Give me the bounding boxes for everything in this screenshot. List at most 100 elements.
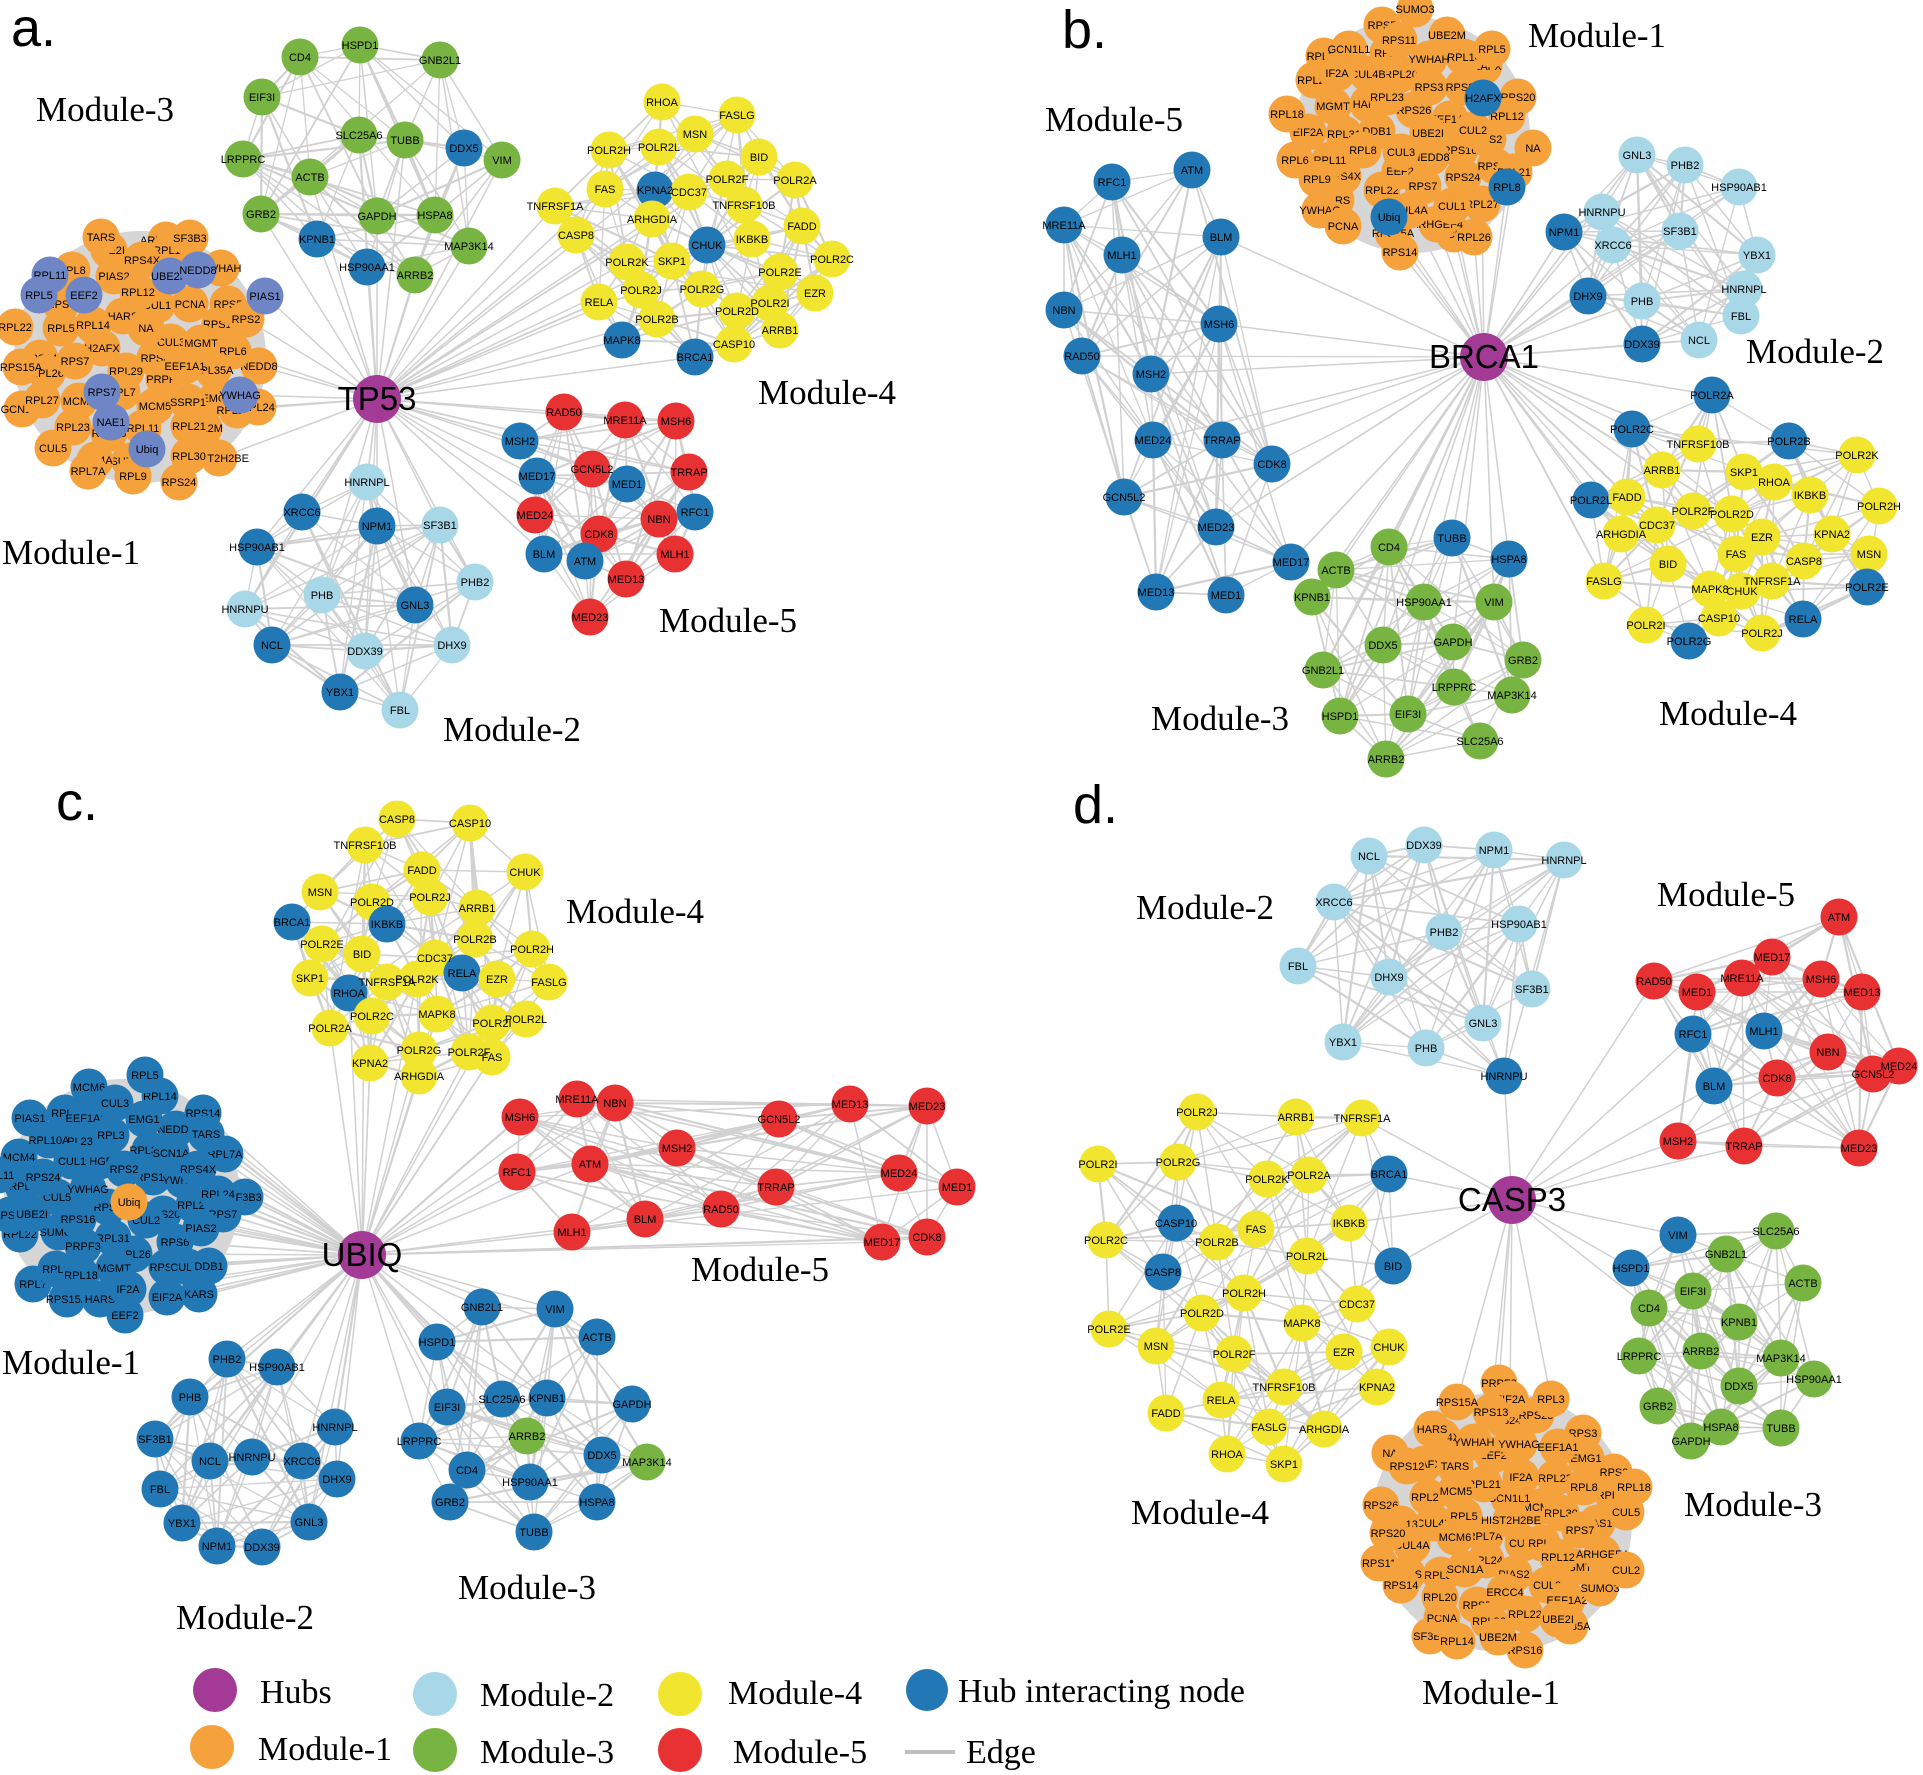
- svg-text:IKBKB: IKBKB: [371, 919, 403, 931]
- svg-text:MRE11A: MRE11A: [1042, 220, 1086, 232]
- svg-text:DHX9: DHX9: [322, 1474, 351, 1486]
- svg-text:SF3B1: SF3B1: [1663, 226, 1697, 238]
- svg-text:POLR2H: POLR2H: [1857, 501, 1901, 513]
- svg-text:HNRNPL: HNRNPL: [1721, 284, 1766, 296]
- svg-text:XRCC6: XRCC6: [283, 507, 320, 519]
- svg-text:RPL30: RPL30: [172, 451, 206, 463]
- svg-text:DDX39: DDX39: [1406, 840, 1441, 852]
- svg-text:CUL5: CUL5: [39, 443, 67, 455]
- svg-text:MED13: MED13: [832, 1099, 869, 1111]
- svg-text:SKP1: SKP1: [1730, 467, 1758, 479]
- svg-text:CD4: CD4: [289, 52, 311, 64]
- svg-text:CDC37: CDC37: [1339, 1299, 1375, 1311]
- svg-text:POLR2L: POLR2L: [1570, 495, 1612, 507]
- svg-text:POLR2L: POLR2L: [505, 1014, 547, 1026]
- svg-text:MRE11A: MRE11A: [1720, 973, 1764, 985]
- svg-text:GAPDH: GAPDH: [357, 211, 396, 223]
- svg-text:GCN5L2: GCN5L2: [758, 1114, 801, 1126]
- svg-text:YBX1: YBX1: [1743, 250, 1771, 262]
- svg-text:MED17: MED17: [1273, 557, 1310, 569]
- svg-text:VIM: VIM: [1484, 597, 1504, 609]
- svg-text:IF2A: IF2A: [116, 1284, 140, 1296]
- svg-text:CDK8: CDK8: [584, 529, 613, 541]
- svg-text:RPS11: RPS11: [1362, 1558, 1396, 1570]
- svg-text:ARRB1: ARRB1: [1278, 1112, 1315, 1124]
- svg-text:Edge: Edge: [966, 1734, 1036, 1771]
- svg-text:MRE11A: MRE11A: [603, 415, 647, 427]
- svg-text:POLR2E: POLR2E: [758, 267, 801, 279]
- svg-text:RPL20: RPL20: [1423, 1592, 1457, 1604]
- svg-text:POLR2K: POLR2K: [605, 257, 649, 269]
- svg-text:IKBKB: IKBKB: [1794, 490, 1826, 502]
- svg-text:RHOA: RHOA: [333, 988, 365, 1000]
- svg-text:d.: d.: [1073, 775, 1118, 835]
- svg-text:RPS24: RPS24: [26, 1172, 61, 1184]
- svg-text:HNRNPU: HNRNPU: [221, 604, 268, 616]
- svg-text:CDK8: CDK8: [912, 1232, 941, 1244]
- svg-text:POLR2J: POLR2J: [1741, 628, 1783, 640]
- svg-text:ATM: ATM: [574, 556, 596, 568]
- svg-text:FASLG: FASLG: [1586, 576, 1621, 588]
- svg-text:MED24: MED24: [1881, 1061, 1918, 1073]
- svg-text:CUL4B: CUL4B: [1350, 69, 1385, 81]
- svg-text:Module-3: Module-3: [1684, 1485, 1822, 1524]
- svg-text:RELA: RELA: [1207, 1395, 1236, 1407]
- svg-text:FASLG: FASLG: [1251, 1422, 1286, 1434]
- svg-text:CUL3: CUL3: [101, 1098, 129, 1110]
- svg-text:LRPPRC: LRPPRC: [221, 154, 266, 166]
- svg-text:POLR2B: POLR2B: [635, 314, 678, 326]
- svg-text:RPL18: RPL18: [64, 1270, 98, 1282]
- svg-text:BRCA1: BRCA1: [1429, 338, 1539, 375]
- svg-text:HSPD1: HSPD1: [419, 1337, 456, 1349]
- svg-text:RPL20: RPL20: [1384, 69, 1418, 81]
- svg-text:HNRNPU: HNRNPU: [228, 1452, 275, 1464]
- svg-text:SUMO3: SUMO3: [1395, 4, 1434, 16]
- svg-text:RPL8: RPL8: [1493, 182, 1521, 194]
- svg-text:RPL14: RPL14: [76, 320, 110, 332]
- svg-text:NCL: NCL: [199, 1456, 221, 1468]
- svg-text:MRE11A: MRE11A: [555, 1094, 599, 1106]
- svg-text:MGMT: MGMT: [184, 338, 218, 350]
- svg-text:TUBB: TUBB: [1437, 533, 1466, 545]
- svg-text:RPL9: RPL9: [119, 471, 147, 483]
- svg-text:POLR2F: POLR2F: [1213, 1349, 1256, 1361]
- svg-text:MED13: MED13: [608, 574, 645, 586]
- svg-text:BRCA1: BRCA1: [1371, 1169, 1408, 1181]
- svg-text:RPL18: RPL18: [1617, 1482, 1651, 1494]
- svg-text:ACTB: ACTB: [1321, 565, 1350, 577]
- svg-text:RPS11: RPS11: [1382, 35, 1416, 47]
- svg-text:Module-4: Module-4: [758, 373, 896, 412]
- svg-text:POLR2K: POLR2K: [1245, 1174, 1289, 1186]
- svg-text:Module-2: Module-2: [1136, 888, 1274, 927]
- svg-text:PHB: PHB: [1631, 296, 1654, 308]
- svg-text:Module-1: Module-1: [2, 533, 140, 572]
- svg-text:ARHGDIA: ARHGDIA: [1596, 529, 1647, 541]
- svg-text:RPL27: RPL27: [1411, 1492, 1445, 1504]
- svg-text:CASP10: CASP10: [449, 818, 491, 830]
- svg-text:MSH6: MSH6: [505, 1112, 536, 1124]
- svg-text:FBL: FBL: [1288, 961, 1308, 973]
- svg-text:POLR2D: POLR2D: [1180, 1308, 1224, 1320]
- svg-text:POLR2J: POLR2J: [409, 892, 451, 904]
- svg-text:RFC1: RFC1: [681, 507, 710, 519]
- svg-text:FBL: FBL: [1731, 311, 1751, 323]
- svg-text:HSPA8: HSPA8: [417, 210, 452, 222]
- svg-text:KPNA2: KPNA2: [1359, 1382, 1395, 1394]
- svg-text:POLR2L: POLR2L: [1286, 1251, 1328, 1263]
- svg-text:PCNA: PCNA: [1427, 1613, 1458, 1625]
- svg-text:PHB: PHB: [179, 1392, 202, 1404]
- svg-text:LRPPRC: LRPPRC: [1617, 1351, 1662, 1363]
- svg-text:PHB: PHB: [1415, 1043, 1438, 1055]
- svg-text:FADD: FADD: [407, 865, 436, 877]
- svg-text:UBE2I: UBE2I: [1412, 128, 1444, 140]
- svg-text:EIF2A: EIF2A: [152, 1292, 183, 1304]
- svg-text:Module-1: Module-1: [1422, 1673, 1560, 1712]
- svg-text:RPL23: RPL23: [1538, 1473, 1572, 1485]
- svg-text:RPL8: RPL8: [1349, 145, 1377, 157]
- svg-text:CHUK: CHUK: [1373, 1342, 1405, 1354]
- svg-text:RPL10A: RPL10A: [29, 1135, 71, 1147]
- svg-text:EZR: EZR: [1333, 1347, 1355, 1359]
- svg-text:HNRNPL: HNRNPL: [344, 477, 389, 489]
- svg-text:CASP8: CASP8: [558, 230, 594, 242]
- svg-text:POLR2K: POLR2K: [395, 974, 439, 986]
